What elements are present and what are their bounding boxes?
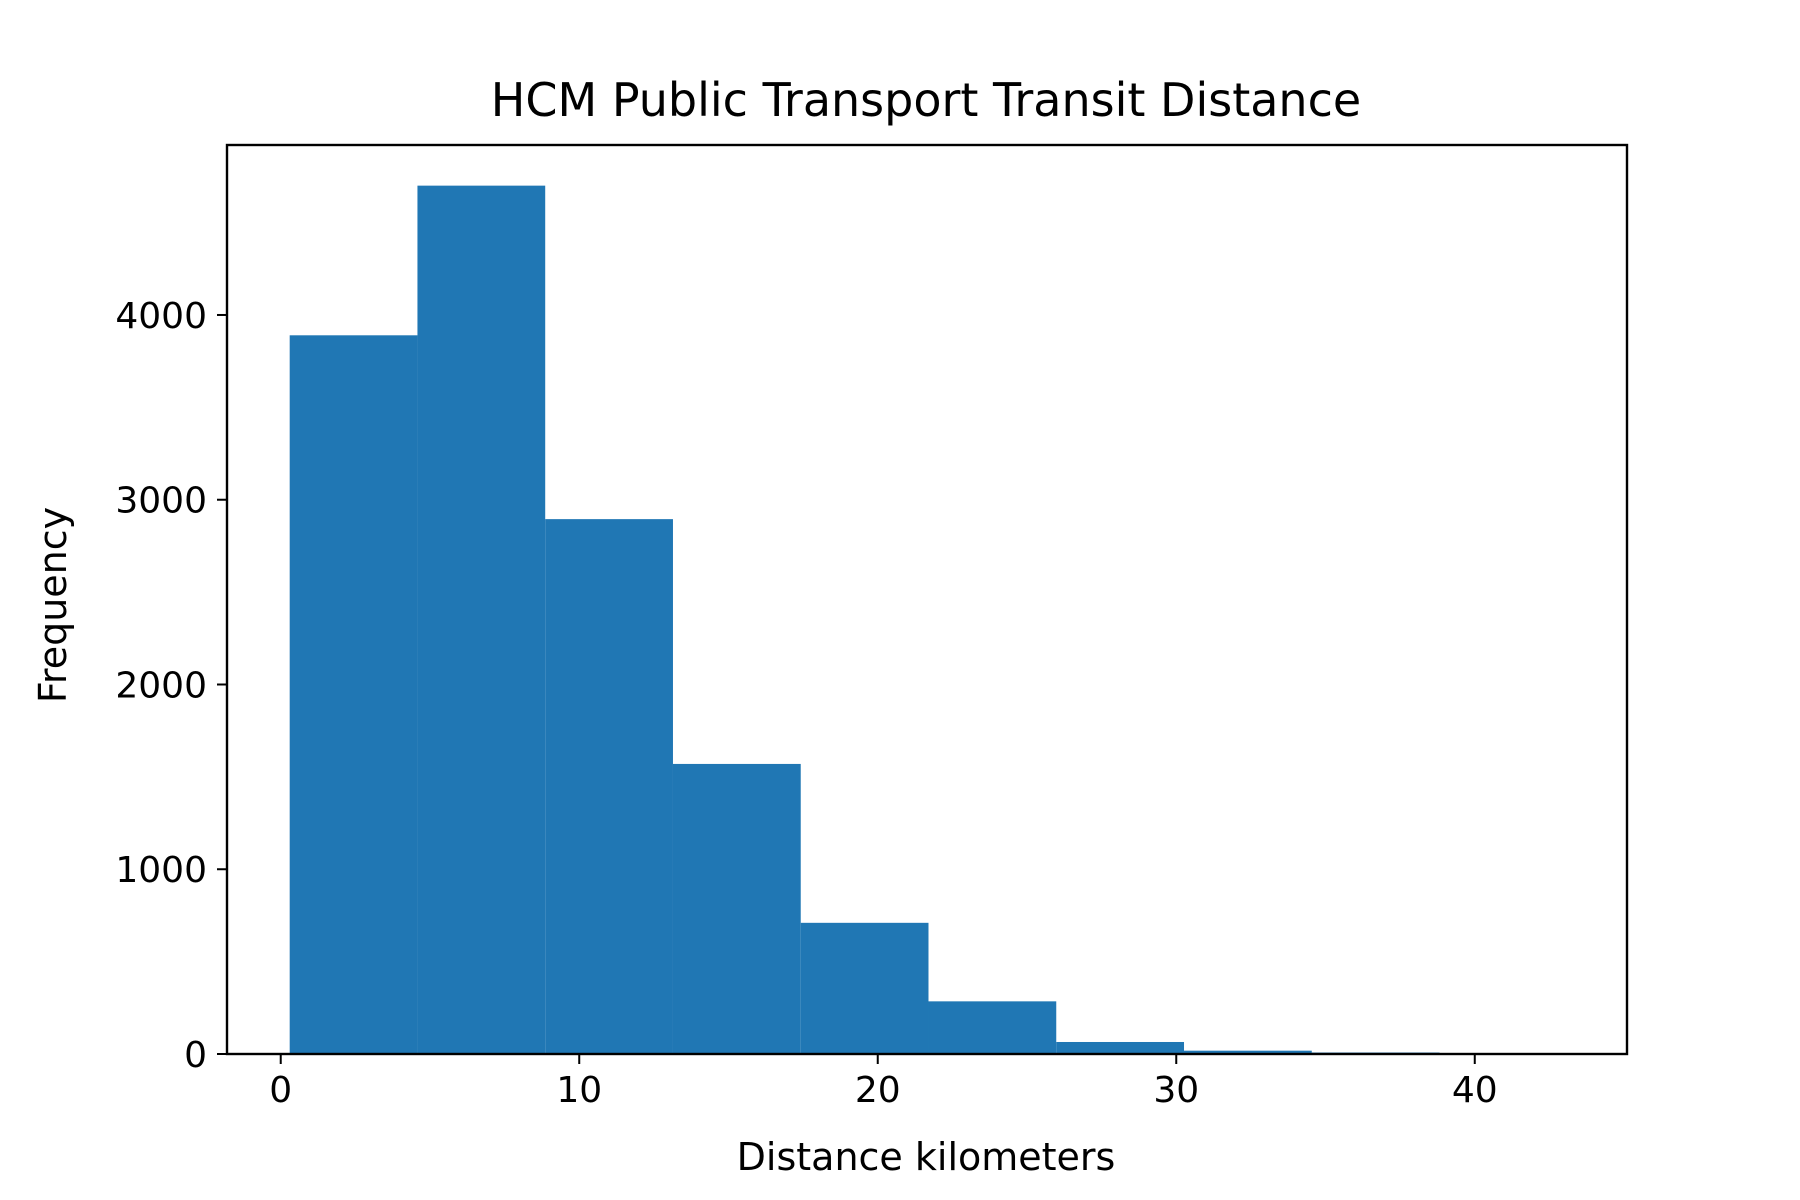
histogram-bar xyxy=(800,922,929,1054)
x-axis-label: Distance kilometers xyxy=(737,1135,1116,1179)
histogram-bar xyxy=(672,763,801,1054)
x-tick-label: 30 xyxy=(1153,1070,1199,1111)
histogram-bar xyxy=(928,1001,1057,1054)
histogram-bar xyxy=(545,519,673,1054)
bars-group xyxy=(289,185,1568,1054)
x-tick-label: 10 xyxy=(556,1070,602,1111)
y-axis-ticks: 0 1000 2000 3000 4000 xyxy=(115,296,227,1076)
chart-title: HCM Public Transport Transit Distance xyxy=(491,73,1361,127)
x-tick-label: 40 xyxy=(1452,1070,1498,1111)
plot-frame xyxy=(225,143,1629,1056)
y-tick-label: 2000 xyxy=(115,665,207,706)
histogram-bar xyxy=(417,185,546,1054)
histogram-bar xyxy=(1184,1050,1312,1054)
x-tick-label: 20 xyxy=(855,1070,901,1111)
y-tick-label: 1000 xyxy=(115,850,207,891)
y-tick-label: 0 xyxy=(184,1035,207,1076)
histogram-bar xyxy=(1056,1041,1185,1054)
x-tick-label: 0 xyxy=(269,1070,292,1111)
histogram-bar xyxy=(289,335,418,1054)
y-tick-label: 3000 xyxy=(115,481,207,522)
x-axis-ticks: 0 10 20 30 40 xyxy=(269,1054,1498,1111)
y-tick-label: 4000 xyxy=(115,296,207,337)
y-axis-label: Frequency xyxy=(31,507,75,703)
